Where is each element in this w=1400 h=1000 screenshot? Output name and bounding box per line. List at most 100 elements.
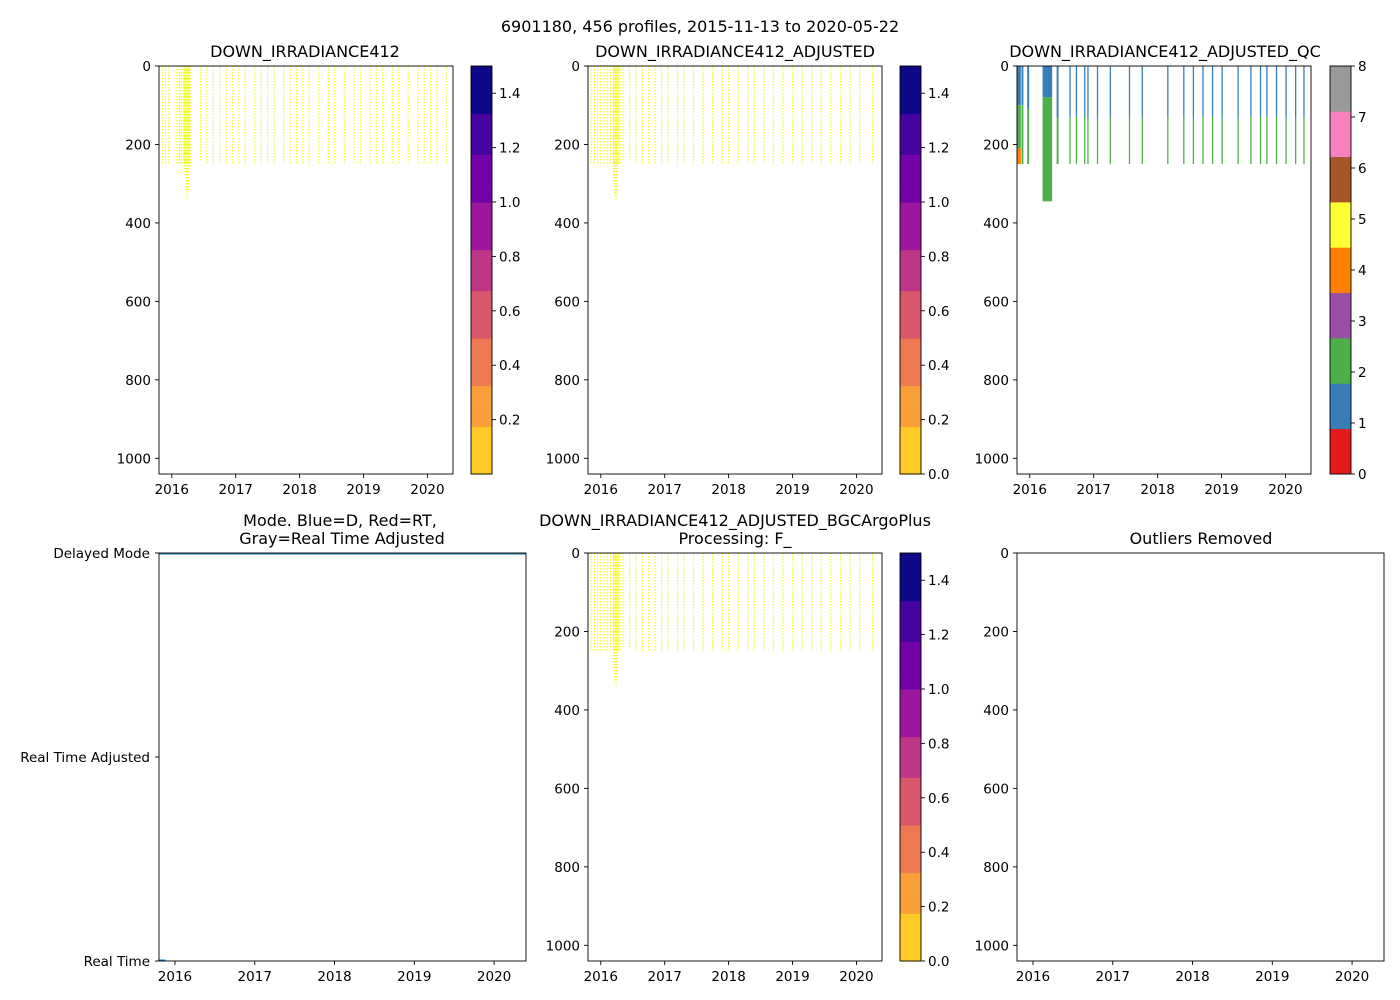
colorbar-tick-label: 0.6: [928, 304, 949, 320]
colorbar-step-41: [900, 188, 921, 196]
x-tick-label: 2016: [1016, 969, 1050, 985]
colorbar-step-36: [900, 222, 921, 230]
qc-column-14-seg-1: [1183, 117, 1185, 165]
x-tick-label: 2020: [477, 969, 511, 985]
colorbar-step-13: [900, 865, 921, 874]
y-tick-label: 0: [571, 546, 580, 562]
colorbar-step-25: [900, 784, 921, 792]
data-marks: [1017, 66, 1305, 202]
colorbar-step-26: [471, 290, 492, 298]
colorbar-step-32: [900, 249, 921, 257]
colorbar-step-3: [471, 446, 492, 455]
y-tick-label: 800: [983, 860, 1009, 876]
colorbar-step-40: [900, 682, 921, 690]
panel-qc: DOWN_IRRADIANCE412_ADJUSTED_QC 2016 2017 2…: [975, 42, 1367, 498]
colorbar-step-54: [900, 100, 921, 108]
colorbar-tick-label: 8: [1358, 59, 1367, 75]
qc-column-24-seg-1: [1285, 117, 1287, 165]
colorbar-step-29: [900, 270, 921, 278]
colorbar-step-19: [900, 825, 921, 833]
colorbar-step-11: [471, 392, 492, 400]
qc-column-26-seg-0: [1303, 66, 1305, 117]
qc-column-4-seg-0: [1056, 66, 1059, 117]
colorbar-step-14: [471, 372, 492, 380]
colorbar-step-13: [900, 378, 921, 387]
colorbar-step-30: [900, 263, 921, 271]
y-tick-label: 0: [1000, 546, 1009, 562]
colorbar-step-35: [900, 716, 921, 724]
colorbar-step-52: [900, 600, 921, 608]
colorbar-step-15: [900, 365, 921, 373]
y-tick-label: 600: [125, 294, 151, 310]
colorbar-step-1: [900, 460, 921, 468]
colorbar-step-43: [471, 174, 492, 183]
qc-column-0-seg-0: [1017, 66, 1021, 106]
qc-column-20-seg-0: [1250, 66, 1252, 117]
colorbar-step-10: [900, 399, 921, 407]
colorbar-tick-label: 0.4: [928, 358, 949, 374]
qc-column-25-seg-0: [1295, 66, 1297, 117]
qc-column-25-seg-1: [1295, 117, 1297, 165]
qc-column-7-seg-0: [1084, 66, 1086, 117]
colorbar-tick-label: 1.2: [928, 628, 949, 644]
colorbar-step-20: [471, 331, 492, 339]
colorbar-tick-label: 0.6: [499, 304, 520, 320]
y-tick-label: 800: [554, 860, 580, 876]
colorbar-step-41: [900, 675, 921, 683]
colorbar-step-51: [471, 120, 492, 128]
colorbar-step-26: [900, 777, 921, 785]
colorbar-step-45: [471, 161, 492, 169]
colorbar-step-27: [900, 283, 921, 291]
x-tick-label: 2019: [397, 969, 431, 985]
colorbar-step-22: [900, 317, 921, 325]
y-tick-label: 1000: [117, 451, 151, 467]
qc-column-5-seg-1: [1069, 117, 1071, 165]
colorbar-tick-label: 1.4: [499, 86, 520, 102]
colorbar-step-49: [900, 134, 921, 142]
qc-column-0-seg-2: [1017, 148, 1021, 165]
colorbar-step-4: [471, 440, 492, 448]
colorbar-step-0: [900, 467, 921, 475]
colorbar-step-5: [900, 920, 921, 928]
colorbar-step-36: [471, 222, 492, 230]
colorbar-step-11: [900, 879, 921, 887]
panel-title-line2: Gray=Real Time Adjusted: [239, 529, 445, 548]
colorbar-step-6: [471, 426, 492, 434]
colorbar-step-46: [471, 154, 492, 162]
colorbar: 0.2 0.4 0.6 0.8 1.0 1.2 1.4: [470, 65, 520, 475]
colorbar-step-34: [900, 236, 921, 244]
colorbar-step-8: [900, 899, 921, 908]
colorbar-tick-label: 5: [1358, 212, 1367, 228]
colorbar-tick-label: 1.0: [928, 195, 949, 211]
colorbar: 0.0 0.2 0.4 0.6 0.8 1.0 1.2 1.4: [899, 65, 949, 483]
colorbar-step-28: [900, 276, 921, 285]
colorbar-class-7: [1330, 111, 1351, 158]
colorbar-step-30: [471, 263, 492, 271]
colorbar-step-47: [471, 147, 492, 155]
x-tick-label: 2017: [219, 482, 253, 498]
colorbar-step-42: [900, 181, 921, 189]
colorbar-frame: [470, 65, 493, 475]
colorbar-step-28: [471, 276, 492, 285]
colorbar-step-20: [900, 331, 921, 339]
panel-title: DOWN_IRRADIANCE412: [210, 42, 400, 62]
qc-column-22-seg-1: [1266, 117, 1268, 165]
colorbar-step-50: [900, 127, 921, 135]
colorbar-step-18: [900, 344, 921, 353]
colorbar-step-25: [900, 297, 921, 305]
panel-title: Outliers Removed: [1130, 529, 1273, 548]
colorbar-tick-label: 1.4: [928, 86, 949, 102]
colorbar-step-16: [900, 845, 921, 853]
qc-column-22-seg-0: [1266, 66, 1268, 117]
y-tick-label: 0: [142, 59, 151, 75]
colorbar-tick-label: 0.2: [928, 900, 949, 916]
axes-frame: [587, 65, 883, 475]
panel-bgc: DOWN_IRRADIANCE412_ADJUSTED_BGCArgoPlus …: [539, 511, 949, 985]
colorbar-step-50: [900, 614, 921, 622]
y-tick-label: 800: [554, 373, 580, 389]
colorbar-step-19: [471, 338, 492, 346]
colorbar-step-14: [900, 859, 921, 867]
colorbar-step-58: [471, 72, 492, 81]
qc-column-1-seg-0: [1021, 66, 1024, 106]
colorbar-step-9: [900, 893, 921, 901]
